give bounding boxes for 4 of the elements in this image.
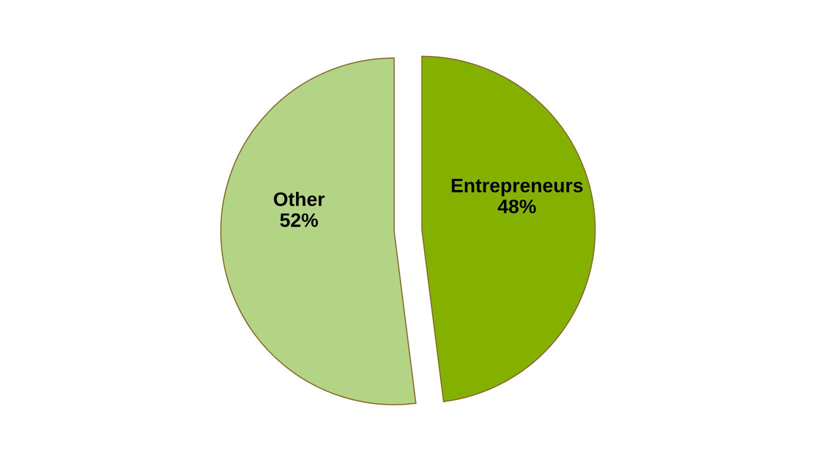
data-label: 52% [280, 213, 318, 228]
data-label: 48% [498, 200, 536, 214]
slice-label: Entrepreneurs [452, 178, 583, 196]
slice-label: Other [274, 192, 325, 206]
